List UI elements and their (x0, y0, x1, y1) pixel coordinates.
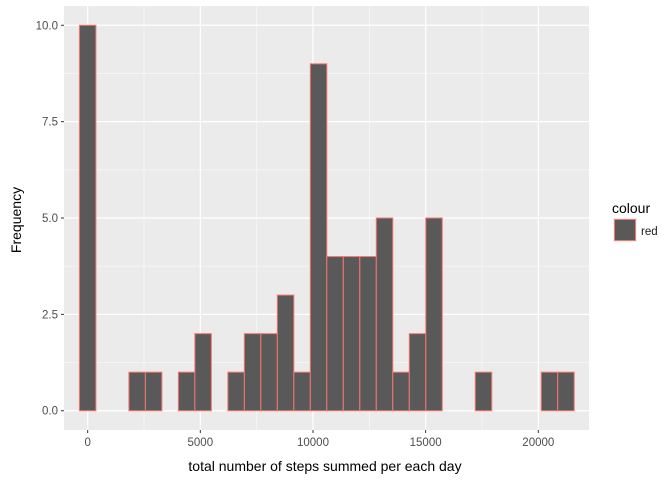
histogram-bar (557, 371, 575, 412)
legend-title: colour (612, 200, 650, 216)
legend-key-swatch (614, 219, 636, 241)
y-tick-label: 5.0 (42, 213, 58, 225)
x-tick-label: 20000 (522, 437, 554, 449)
histogram-bar (309, 63, 328, 412)
histogram-bar (78, 24, 97, 412)
x-tick-label: 0 (84, 437, 90, 449)
histogram-bar (276, 294, 295, 412)
histogram-bar (293, 371, 311, 412)
y-axis-label: Frequency (8, 187, 24, 253)
legend-item-label: red (641, 226, 658, 238)
histogram-bar (408, 333, 427, 412)
histogram-bar (260, 333, 278, 412)
x-tick-label: 10000 (297, 437, 329, 449)
x-axis-label: total number of steps summed per each da… (188, 458, 461, 474)
histogram-bar (177, 371, 196, 412)
legend: colour red (612, 200, 658, 242)
histogram-bar (359, 256, 377, 412)
histogram-bar (227, 371, 245, 412)
x-tick-label: 5000 (188, 437, 214, 449)
histogram-bar (243, 333, 262, 412)
y-tick-label: 2.5 (42, 309, 58, 321)
histogram-bars (78, 24, 575, 412)
histogram-bar (194, 333, 212, 412)
y-axis: 0.0 2.5 5.0 7.5 10.0 (36, 20, 64, 418)
histogram-bar (392, 371, 410, 412)
histogram-bar (425, 217, 443, 412)
y-tick-label: 10.0 (36, 20, 58, 32)
histogram-bar (342, 256, 361, 412)
histogram-bar (128, 371, 146, 412)
histogram-bar (375, 217, 394, 412)
y-tick-label: 0.0 (42, 406, 58, 418)
x-tick-label: 15000 (410, 437, 442, 449)
histogram-bar (540, 371, 559, 412)
histogram-bar (144, 371, 163, 412)
x-axis: 0 5000 10000 15000 20000 (84, 430, 554, 449)
histogram-bar (474, 371, 493, 412)
y-tick-label: 7.5 (42, 117, 58, 129)
histogram-bar (326, 256, 344, 412)
